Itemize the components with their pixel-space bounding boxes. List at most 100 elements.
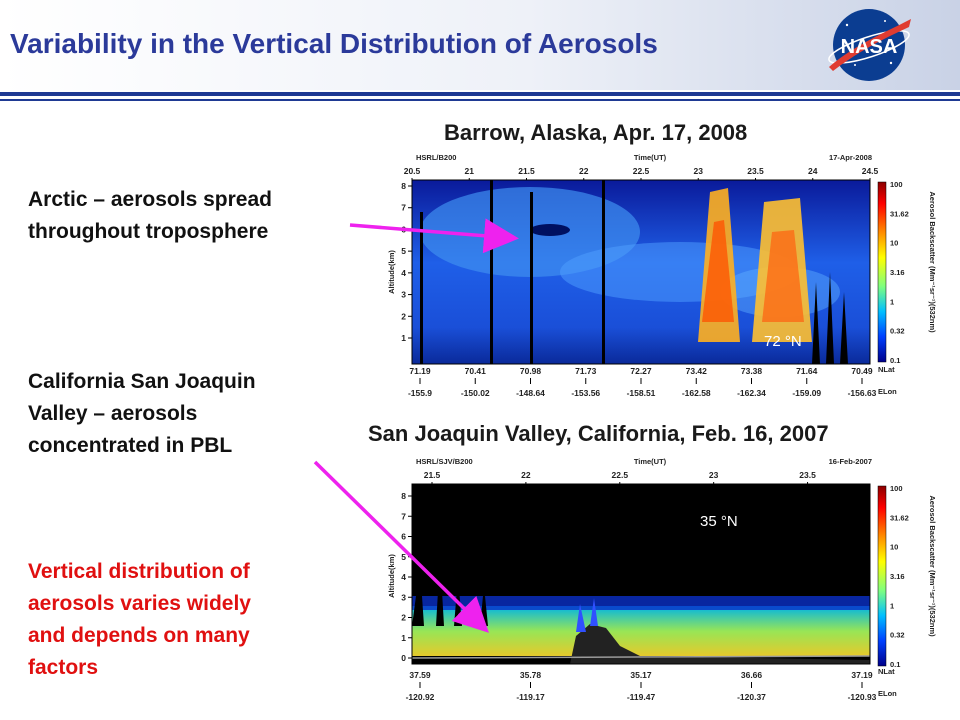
- plot2-y-tick: 2: [401, 613, 406, 623]
- california-line-2: Valley – aerosols: [28, 402, 198, 425]
- plot1-time-tick: 21.5: [518, 166, 535, 176]
- header-rule-thin: [0, 99, 960, 101]
- plot1-title: Barrow, Alaska, Apr. 17, 2008: [444, 120, 748, 145]
- plot2-colorbar-label: Aerosol Backscatter (Mm⁻¹sr⁻¹)(532nm): [928, 495, 937, 637]
- plot2-nlat-tick: 35.17: [630, 670, 652, 680]
- california-text: California San Joaquin Valley – aerosols…: [28, 366, 256, 462]
- conclusion-line-4: factors: [28, 656, 99, 679]
- plot1-nlat-tick: 72.27: [630, 366, 652, 376]
- plot2-elon-tick: -119.17: [516, 692, 545, 702]
- plot1-colorbar-label: Aerosol Backscatter (Mm⁻¹sr⁻¹)(532nm): [928, 191, 937, 333]
- plot2-elon-tick: -120.92: [406, 692, 435, 702]
- plot2-title: San Joaquin Valley, California, Feb. 16,…: [368, 421, 829, 446]
- plot1-time-tick: 24.5: [862, 166, 879, 176]
- plot1-y-tick: 5: [401, 246, 406, 256]
- plot2-time-tick: 22: [521, 470, 531, 480]
- slide-title: Variability in the Vertical Distribution…: [10, 28, 658, 59]
- plot1-elon-tick: -158.51: [627, 388, 656, 398]
- plot1-header-right: 17-Apr-2008: [829, 153, 872, 162]
- plot2-elon-tick: -119.47: [627, 692, 656, 702]
- plot1-colorbar-tick: 31.62: [890, 209, 909, 218]
- california-line-3: concentrated in PBL: [28, 434, 233, 457]
- plot2-colorbar: [877, 485, 887, 667]
- plot2-ylabel: Altitude(km): [387, 554, 396, 598]
- plot2-nlat-tick: 37.19: [851, 670, 873, 680]
- svg-text:NASA: NASA: [841, 36, 898, 58]
- plot1-nlat-tick: 71.64: [796, 366, 818, 376]
- plot2-elon-label: ELon: [878, 689, 897, 698]
- header-band: [0, 0, 960, 90]
- plot1-elon-tick: -159.09: [792, 388, 821, 398]
- arrow-arctic: [349, 218, 519, 254]
- arrow-california: [313, 460, 489, 633]
- plot1-nlat-tick: 70.49: [851, 366, 873, 376]
- plot2-lidar-curtain: HSRL/SJV/B200 Time(UT) 16-Feb-2007 21.5 2…: [380, 456, 940, 704]
- plot1-lidar-curtain: HSRL/B200 Time(UT) 17-Apr-2008 20.5 21 21.…: [380, 152, 940, 400]
- plot1-colorbar-tick: 0.1: [890, 356, 900, 365]
- plot2-y-tick: 5: [401, 552, 406, 562]
- plot2-y-tick: 3: [401, 592, 406, 602]
- plot2-colorbar-tick: 0.32: [890, 631, 905, 640]
- plot1-time-tick: 24: [808, 166, 818, 176]
- conclusion-line-1: Vertical distribution of: [28, 560, 250, 583]
- plot1-time-tick: 23.5: [747, 166, 764, 176]
- plot1-ylabel: Altitude(km): [387, 250, 396, 294]
- plot2-colorbar-tick: 0.1: [890, 660, 900, 669]
- header-rule: [0, 92, 960, 96]
- plot1-elon-tick: -153.56: [571, 388, 600, 398]
- plot1-header-center: Time(UT): [634, 153, 667, 162]
- plot2-header-center: Time(UT): [634, 457, 667, 466]
- nasa-logo: NASA: [828, 9, 911, 81]
- plot1-elon-tick: -150.02: [461, 388, 490, 398]
- plot2-elon-tick: -120.37: [737, 692, 766, 702]
- plot1-colorbar-tick: 0.32: [890, 327, 905, 336]
- arctic-line-2: throughout troposphere: [28, 220, 269, 243]
- plot2-header-right: 16-Feb-2007: [829, 457, 872, 466]
- california-line-1: California San Joaquin: [28, 370, 256, 393]
- plot1-elon-tick: -148.64: [516, 388, 545, 398]
- plot1-y-tick: 7: [401, 203, 406, 213]
- plot2-colorbar-tick: 10: [890, 543, 898, 552]
- plot1-time-tick: 23: [694, 166, 704, 176]
- plot2-y-tick: 6: [401, 532, 406, 542]
- plot2-y-tick: 1: [401, 633, 406, 643]
- plot1-elon-tick: -155.9: [408, 388, 432, 398]
- plot1-time-tick: 22.5: [633, 166, 650, 176]
- plot1-nlat-tick: 71.73: [575, 366, 597, 376]
- plot1-nlat-label: NLat: [878, 365, 895, 374]
- plot2-nlat-label: NLat: [878, 667, 895, 676]
- plot2-colorbar-tick: 100: [890, 484, 903, 493]
- plot2-nlat-tick: 36.66: [741, 670, 763, 680]
- plot1-colorbar: [877, 181, 887, 363]
- plot1-y-tick: 2: [401, 311, 406, 321]
- plot2-elon-tick: -120.93: [848, 692, 877, 702]
- plot2-y-tick: 4: [401, 572, 406, 582]
- plot2-header-left: HSRL/SJV/B200: [416, 457, 473, 466]
- plot2-time-tick: 23: [709, 470, 719, 480]
- conclusion-line-3: and depends on many: [28, 624, 250, 647]
- plot1-elon-label: ELon: [878, 387, 897, 396]
- conclusion-text: Vertical distribution of aerosols varies…: [28, 556, 251, 684]
- plot1-nlat-tick: 70.41: [465, 366, 487, 376]
- plot2-time-tick: 22.5: [612, 470, 629, 480]
- plot1-y-tick: 8: [401, 181, 406, 191]
- plot2-nlat-tick: 35.78: [520, 670, 542, 680]
- plot1-header-left: HSRL/B200: [416, 153, 456, 162]
- plot2-time-tick: 23.5: [799, 470, 816, 480]
- plot1-nlat-tick: 71.19: [409, 366, 431, 376]
- plot2-latitude-label: 35 °N: [700, 513, 738, 530]
- plot1-elon-tick: -162.34: [737, 388, 766, 398]
- plot1-nlat-tick: 73.38: [741, 366, 763, 376]
- plot1-colorbar-tick: 10: [890, 239, 898, 248]
- arctic-line-1: Arctic – aerosols spread: [28, 188, 272, 211]
- plot1-time-tick: 22: [579, 166, 589, 176]
- conclusion-line-2: aerosols varies widely: [28, 592, 251, 615]
- plot1-elon-tick: -162.58: [682, 388, 711, 398]
- plot2-y-tick: 0: [401, 653, 406, 663]
- plot1-time-tick: 20.5: [404, 166, 421, 176]
- plot1-y-tick: 1: [401, 333, 406, 343]
- plot1-time-tick: 21: [465, 166, 475, 176]
- plot1-nlat-tick: 73.42: [686, 366, 708, 376]
- plot2-time-tick: 21.5: [424, 470, 441, 480]
